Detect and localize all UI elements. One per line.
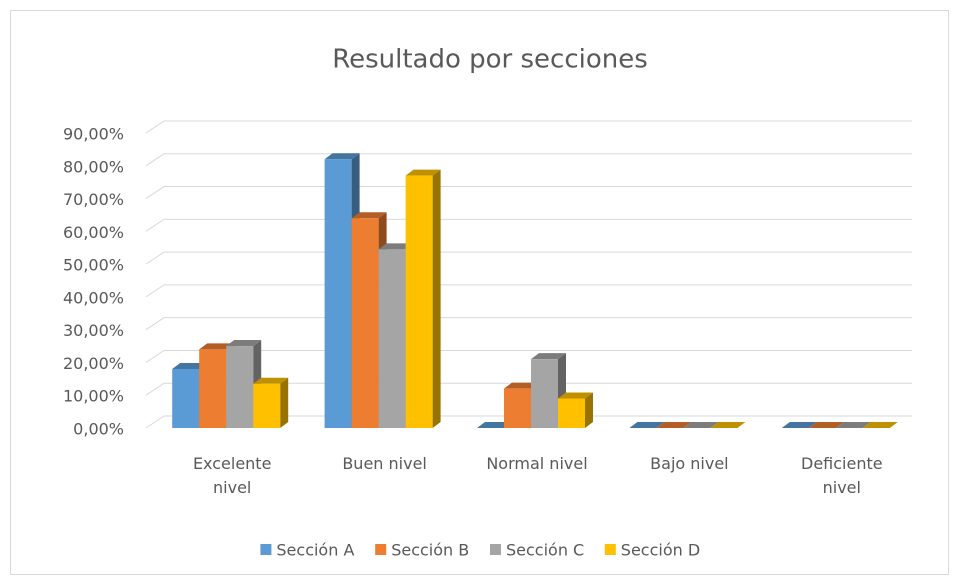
bar-top [504, 382, 539, 389]
bar-top [710, 422, 746, 428]
bar-top [378, 243, 414, 250]
bar-top [351, 212, 387, 219]
grid-line [145, 284, 912, 298]
bar [531, 353, 566, 428]
bar-top [405, 169, 441, 176]
grid-line [145, 218, 912, 232]
bar-top [226, 340, 262, 347]
y-tick-label: 50,00% [63, 256, 124, 275]
x-tick-label: Buen nivel [342, 454, 427, 473]
y-tick-label: 10,00% [63, 387, 124, 406]
bar-top [835, 422, 871, 428]
grid-line [145, 120, 912, 134]
bar-top [656, 422, 692, 428]
legend-swatch [490, 544, 501, 555]
bar [781, 422, 817, 428]
bar [558, 392, 593, 428]
legend-swatch [260, 544, 272, 555]
bar-front [172, 369, 200, 428]
bar [629, 422, 665, 428]
bar-top [477, 422, 512, 428]
bar [862, 422, 898, 428]
bar-front [351, 218, 379, 428]
bar-front [558, 398, 585, 428]
bar-front [226, 346, 254, 428]
legend-swatch [375, 544, 387, 555]
grid-line [145, 349, 912, 363]
legend-label: Sección B [391, 541, 469, 560]
y-tick-label: 80,00% [63, 157, 124, 176]
bar [683, 422, 719, 428]
bar-side [432, 169, 441, 428]
bar [808, 422, 844, 428]
bar-front [531, 359, 558, 428]
bar [477, 422, 512, 428]
bar [835, 422, 871, 428]
bar-side [280, 377, 289, 428]
legend-label: Sección C [506, 541, 584, 560]
grid-line [145, 415, 912, 429]
bar [710, 422, 746, 428]
y-tick-label: 20,00% [63, 354, 124, 373]
bar-top [558, 392, 593, 399]
bar-top [862, 422, 898, 428]
grid-line [145, 382, 912, 396]
bar-top [199, 343, 235, 350]
bar-front [253, 383, 281, 428]
bar-top [683, 422, 719, 428]
x-tick-label: Excelente nivel [192, 454, 272, 497]
grid-line [145, 153, 912, 167]
bar-top [781, 422, 817, 428]
legend-label: Sección A [276, 541, 354, 560]
bar-front [378, 249, 406, 428]
grid-line [145, 186, 912, 199]
y-tick-label: 0,00% [73, 420, 124, 439]
bar [405, 169, 441, 428]
chart-title: Resultado por secciones [332, 45, 648, 75]
legend-label: Sección D [621, 541, 700, 560]
bar-top [629, 422, 665, 428]
bar-top [324, 153, 360, 160]
y-tick-label: 70,00% [63, 190, 124, 209]
bar-front [199, 349, 227, 428]
bar-front [324, 159, 352, 428]
bar-front [405, 175, 433, 428]
y-tick-label: 30,00% [63, 321, 124, 340]
legend-swatch [604, 544, 616, 555]
grid-line [145, 251, 912, 265]
x-tick-label: Normal nivel [486, 454, 588, 473]
y-tick-label: 60,00% [63, 223, 124, 242]
bar-front [504, 388, 531, 428]
bar [656, 422, 692, 428]
y-tick-label: 40,00% [63, 288, 124, 307]
bar-top [172, 363, 208, 369]
y-tick-label: 90,00% [63, 125, 124, 144]
bar-top [808, 422, 844, 428]
bar-top [253, 377, 289, 384]
grid-line [145, 317, 912, 331]
bar-side [585, 392, 593, 428]
bar [253, 377, 289, 428]
chart-border [10, 10, 949, 575]
x-tick-label: Deficiente nivel [801, 454, 883, 497]
bar-top [531, 353, 566, 360]
x-tick-label: Bajo nivel [650, 454, 729, 473]
